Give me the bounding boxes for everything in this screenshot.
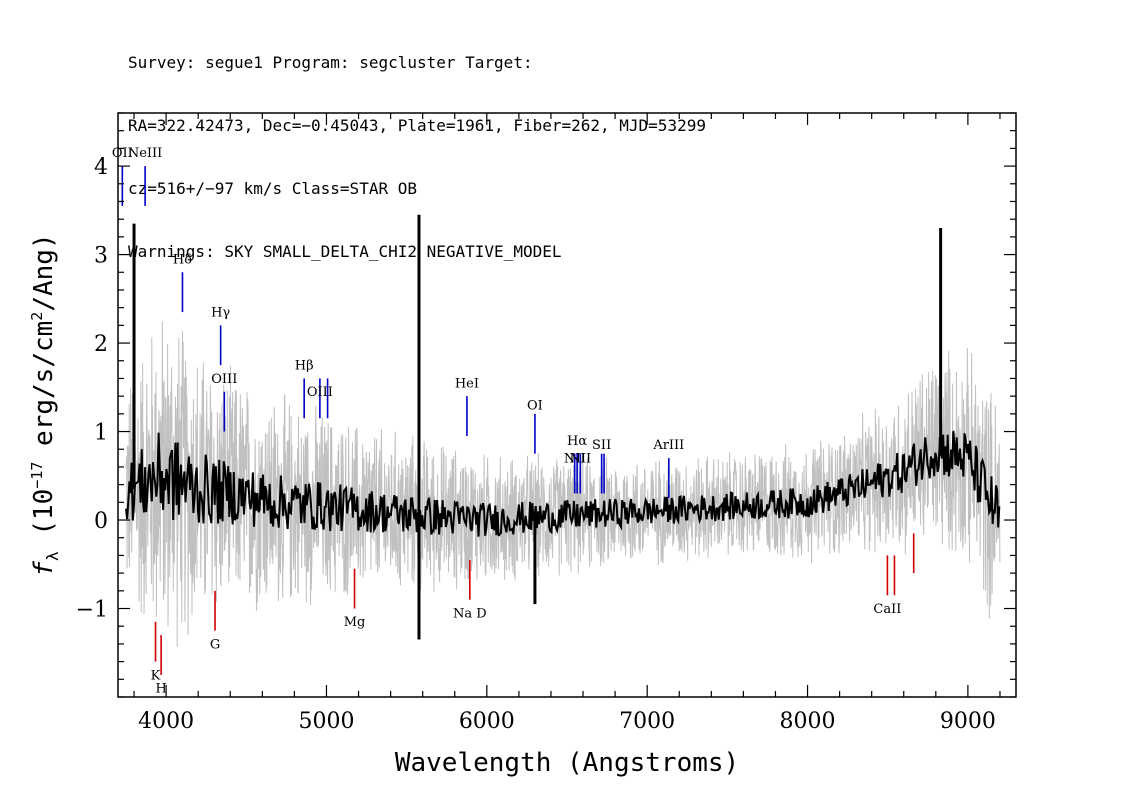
y-axis-title: fλ (10−17 erg/s/cm2/Ang) — [28, 233, 62, 576]
y-tick-label: −1 — [76, 598, 108, 623]
x-tick-label: 9000 — [940, 709, 996, 734]
y-tick-label: 4 — [94, 155, 108, 180]
line-label: Hδ — [173, 252, 192, 267]
series-layer — [125, 214, 1001, 648]
line-label: Hγ — [211, 306, 230, 321]
y-tick-label: 3 — [94, 244, 108, 269]
line-label: OIII — [211, 372, 237, 387]
line-label: OII — [112, 146, 133, 161]
y-axis-title-text: fλ (10−17 erg/s/cm2/Ang) — [28, 233, 62, 576]
line-label: OIII — [307, 385, 333, 400]
spectrum-header: Survey: segue1 Program: segcluster Targe… — [128, 10, 706, 283]
x-axis-title: Wavelength (Angstroms) — [395, 748, 739, 778]
line-label: Mg — [344, 615, 366, 630]
x-tick-label: 7000 — [619, 709, 675, 734]
line-label: SII — [592, 438, 611, 453]
y-tick-label: 0 — [94, 509, 108, 534]
line-label: CaII — [873, 602, 901, 617]
x-tick-label: 5000 — [298, 709, 354, 734]
line-label: ArIII — [652, 438, 684, 453]
line-label: NeIII — [128, 146, 162, 161]
line-label: NII — [569, 452, 591, 467]
x-tick-label: 8000 — [780, 709, 836, 734]
line-label: HeI — [455, 376, 479, 391]
line-label: OI — [527, 398, 543, 413]
line-label: K — [151, 668, 161, 683]
line-label: Hβ — [295, 359, 314, 374]
line-label: H — [155, 682, 166, 697]
plot-frame — [117, 112, 1017, 698]
x-tick-label: 4000 — [138, 709, 194, 734]
header-redshift-line: cz=516+/−97 km/s Class=STAR OB — [128, 179, 417, 198]
axis-ticks: 4000 5000 6000 7000 8000 9000 −1 0 1 2 3 4 — [76, 112, 1016, 734]
line-label: G — [210, 637, 220, 652]
header-coordinates-line: RA=322.42473, Dec=−0.45043, Plate=1961, … — [128, 116, 706, 135]
y-tick-label: 2 — [94, 332, 108, 357]
x-tick-label: 6000 — [459, 709, 515, 734]
flux-series — [125, 431, 1001, 537]
line-label: Na D — [453, 606, 487, 621]
line-label: Hα — [567, 434, 587, 449]
y-tick-label: 1 — [94, 421, 108, 446]
header-survey-line: Survey: segue1 Program: segcluster Targe… — [128, 53, 533, 72]
error-series — [125, 321, 1001, 648]
header-warnings-line: Warnings: SKY SMALL_DELTA_CHI2 NEGATIVE_… — [128, 242, 562, 261]
